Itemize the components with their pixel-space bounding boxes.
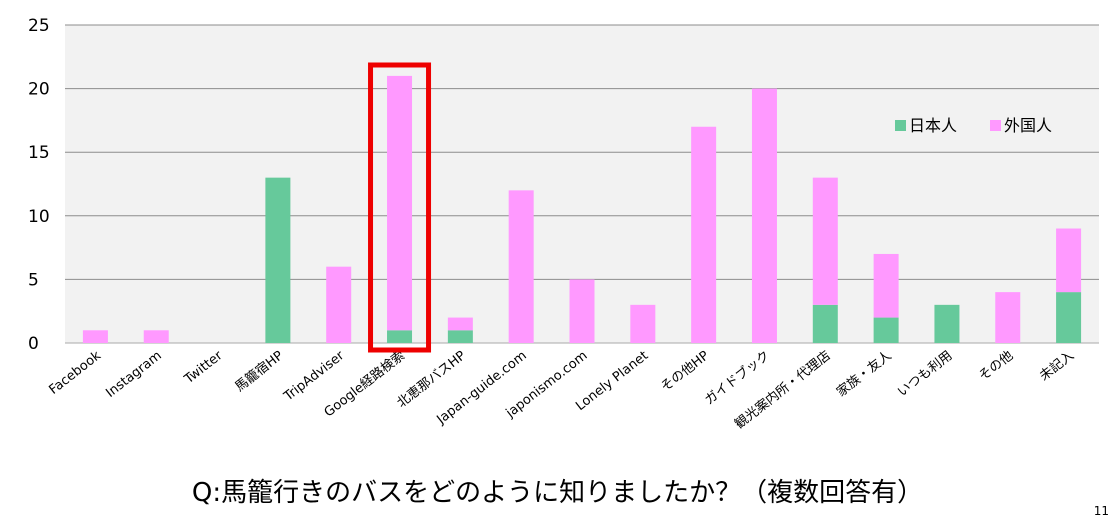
y-tick-label: 5 [28, 270, 39, 290]
question-text: Q:馬籠行きのバスをどのように知りましたか？（複数回答有） [191, 478, 924, 508]
bar-japanese [873, 317, 899, 343]
legend-label: 日本人 [909, 116, 957, 135]
x-axis-ticks: Facebook Instagram Twitter 馬籠宿HPTripAdviser… [46, 347, 1077, 432]
x-tick-label: 未記入 [1036, 348, 1077, 385]
bar-foreign [691, 126, 717, 343]
legend-swatch [895, 120, 906, 131]
bar-foreign [1056, 228, 1082, 293]
y-tick-label: 25 [28, 16, 50, 36]
x-tick-label: 家族・友人 [833, 348, 894, 401]
bar-foreign [143, 330, 169, 343]
y-axis-ticks: 0 5 10 15 20 25 [28, 16, 50, 354]
bar-japanese [265, 177, 291, 343]
bar-foreign [630, 304, 656, 343]
bars [82, 75, 1082, 343]
bar-japanese [1056, 292, 1082, 343]
x-tick-label: Twitter [181, 348, 226, 388]
x-tick-label: Facebook [46, 348, 104, 398]
x-tick-label: その他 [976, 348, 1016, 384]
legend: 日本人 外国人 [895, 116, 1052, 135]
bar-foreign [447, 317, 473, 331]
bar-japanese [934, 304, 960, 343]
bar-foreign [387, 75, 413, 331]
x-tick-label: Instagram [103, 348, 164, 401]
bar-foreign [569, 279, 595, 343]
bar-japanese [447, 330, 473, 343]
bar-foreign [995, 292, 1021, 343]
y-tick-label: 15 [28, 143, 50, 163]
x-tick-label: その他HP [658, 348, 712, 395]
bar-foreign [326, 266, 352, 343]
bar-foreign [812, 177, 838, 305]
bar-foreign [82, 330, 108, 343]
y-tick-label: 20 [28, 80, 50, 100]
bar-japanese [387, 330, 413, 343]
x-tick-label: いつも利用 [895, 348, 955, 400]
stacked-bar-chart: 0 5 10 15 20 25 Facebook Instagram Twitter 馬籠宿HP… [28, 16, 1099, 432]
bar-japanese [812, 304, 838, 343]
bar-foreign [751, 88, 777, 343]
bar-foreign [508, 190, 534, 343]
legend-swatch [990, 120, 1001, 131]
x-tick-label: 馬籠宿HP [232, 347, 287, 395]
y-tick-label: 10 [28, 207, 50, 227]
highlight-rect [368, 62, 432, 353]
y-tick-label: 0 [28, 334, 39, 354]
highlight-box [368, 62, 432, 353]
page-number: 11 [1093, 504, 1109, 518]
bar-foreign [873, 253, 899, 318]
legend-label: 外国人 [1004, 116, 1052, 135]
